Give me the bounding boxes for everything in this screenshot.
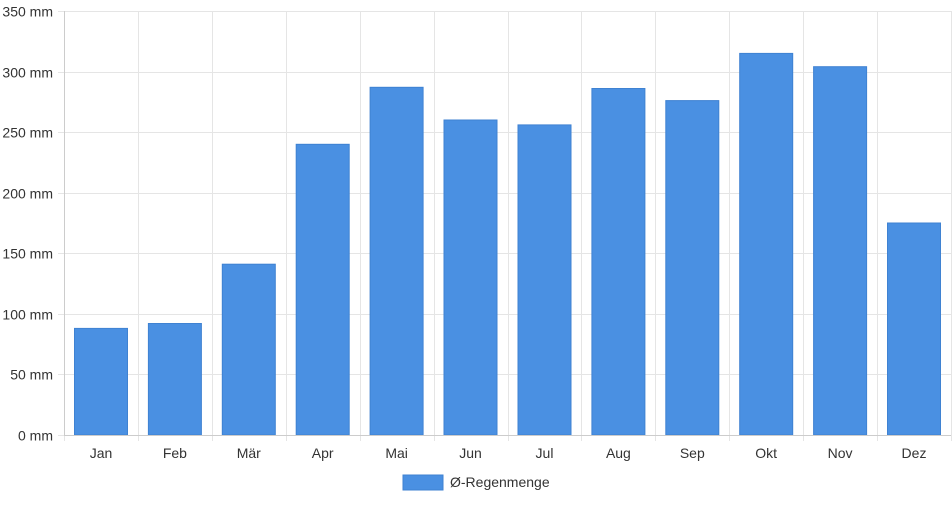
legend-label[interactable]: Ø-Regenmenge [450,474,550,490]
legend[interactable]: Ø-Regenmenge [402,474,550,491]
bar-sep[interactable] [665,100,720,436]
bar-aug[interactable] [591,88,646,436]
bar-mär[interactable] [221,263,276,436]
bar-dez[interactable] [887,222,941,436]
x-tick-label: Nov [828,445,853,461]
x-tick-label: Dez [902,445,927,461]
x-tick-label: Jun [459,445,482,461]
bars [74,52,941,436]
bar-apr[interactable] [295,143,350,436]
x-tick-label: Jul [536,445,554,461]
x-tick-label: Jan [90,445,113,461]
x-tick-label: Mai [385,445,408,461]
y-tick-label: 350 mm [2,4,53,20]
y-tick-label: 150 mm [2,246,53,262]
bar-mai[interactable] [369,86,424,436]
y-tick-label: 250 mm [2,125,53,141]
axes: 0 mm 50 mm 100 mm 150 mm 200 mm 250 mm 300 mm 3… [2,4,951,461]
legend-swatch[interactable] [402,474,444,491]
bar-okt[interactable] [739,52,794,436]
x-tick-label: Apr [312,445,334,461]
y-tick-label: 0 mm [18,428,53,444]
x-tick-label: Feb [163,445,187,461]
y-tick-label: 300 mm [2,65,53,81]
y-tick-label: 200 mm [2,186,53,202]
y-tick-label: 100 mm [2,307,53,323]
bar-nov[interactable] [813,66,868,436]
x-tick-label: Okt [755,445,777,461]
grid [58,11,952,441]
x-tick-label: Mär [237,445,261,461]
x-tick-label: Aug [606,445,631,461]
y-tick-label: 50 mm [10,367,53,383]
bar-jan[interactable] [74,327,128,436]
x-tick-label: Sep [680,445,705,461]
bar-feb[interactable] [147,323,202,436]
bar-jun[interactable] [443,119,498,436]
bar-jul[interactable] [517,124,572,436]
